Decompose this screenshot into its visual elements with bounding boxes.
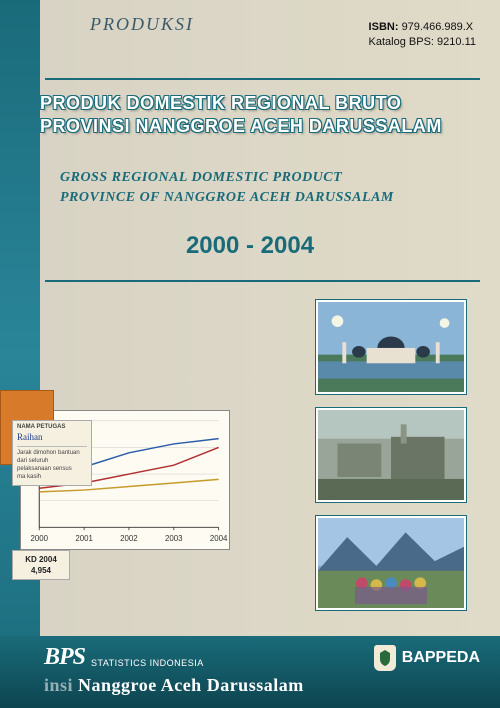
title-id-line1: PRODUK DOMESTIK REGIONAL BRUTO bbox=[40, 92, 480, 115]
title-en-line1: GROSS REGIONAL DOMESTIC PRODUCT bbox=[60, 168, 470, 188]
footer-province: insi Nanggroe Aceh Darussalam bbox=[44, 675, 480, 696]
photo-mosque bbox=[316, 300, 466, 394]
svg-text:2003: 2003 bbox=[165, 534, 183, 543]
catalog-value: 9210.11 bbox=[437, 36, 476, 48]
card-note-3: ma kasih bbox=[17, 474, 87, 482]
year-range: 2000 - 2004 bbox=[0, 232, 500, 260]
title-id-line2: PROVINSI NANGGROE ACEH DARUSSALAM bbox=[40, 115, 480, 138]
bappeda-crest-icon bbox=[374, 645, 396, 671]
card-note-1: Jarak dimohon bantuan dari seluruh bbox=[17, 450, 87, 466]
svg-text:2001: 2001 bbox=[75, 534, 93, 543]
photo-people-mountains bbox=[316, 516, 466, 610]
book-cover: PRODUKSI ISBN: 979.466.989.X Katalog BPS… bbox=[0, 0, 500, 708]
book-spine bbox=[0, 0, 40, 708]
svg-text:2000: 2000 bbox=[30, 534, 48, 543]
call-number-sticker: KD 2004 4,954 bbox=[12, 550, 70, 580]
province-prefix: insi bbox=[44, 675, 73, 695]
title-english: GROSS REGIONAL DOMESTIC PRODUCT PROVINCE… bbox=[60, 168, 470, 207]
library-card-sticker: NAMA PETUGAS Raihan Jarak dimohon bantua… bbox=[12, 420, 92, 486]
bps-subtitle: STATISTICS INDONESIA bbox=[91, 658, 204, 671]
card-field-value: Raihan bbox=[17, 432, 87, 444]
rule-mid bbox=[45, 280, 480, 282]
handwritten-annotation: PRODUKSI bbox=[90, 14, 194, 35]
rule-top bbox=[45, 78, 480, 80]
card-note-2: pelaksanaan sensus bbox=[17, 466, 87, 474]
bappeda-text: BAPPEDA bbox=[402, 649, 480, 667]
call-line1: KD 2004 bbox=[15, 554, 67, 565]
bps-block: BPS STATISTICS INDONESIA bbox=[44, 644, 204, 671]
title-en-line2: PROVINCE OF NANGGROE ACEH DARUSSALAM bbox=[60, 188, 470, 208]
isbn-block: ISBN: 979.466.989.X Katalog BPS: 9210.11 bbox=[369, 20, 476, 50]
bps-logo: BPS bbox=[44, 644, 85, 671]
isbn-value: 979.466.989.X bbox=[402, 21, 474, 33]
bappeda-block: BAPPEDA bbox=[374, 645, 480, 671]
call-line2: 4,954 bbox=[15, 565, 67, 576]
photo-industrial bbox=[316, 408, 466, 502]
svg-text:2002: 2002 bbox=[120, 534, 138, 543]
title-indonesian: PRODUK DOMESTIK REGIONAL BRUTO PROVINSI … bbox=[40, 92, 480, 137]
isbn-label: ISBN: bbox=[369, 21, 399, 33]
card-field-label: NAMA PETUGAS bbox=[17, 424, 87, 432]
svg-text:2004: 2004 bbox=[210, 534, 228, 543]
footer-band: BPS STATISTICS INDONESIA BAPPEDA insi Na… bbox=[0, 636, 500, 708]
province-text: Nanggroe Aceh Darussalam bbox=[78, 675, 304, 695]
catalog-label: Katalog BPS: bbox=[369, 36, 434, 48]
